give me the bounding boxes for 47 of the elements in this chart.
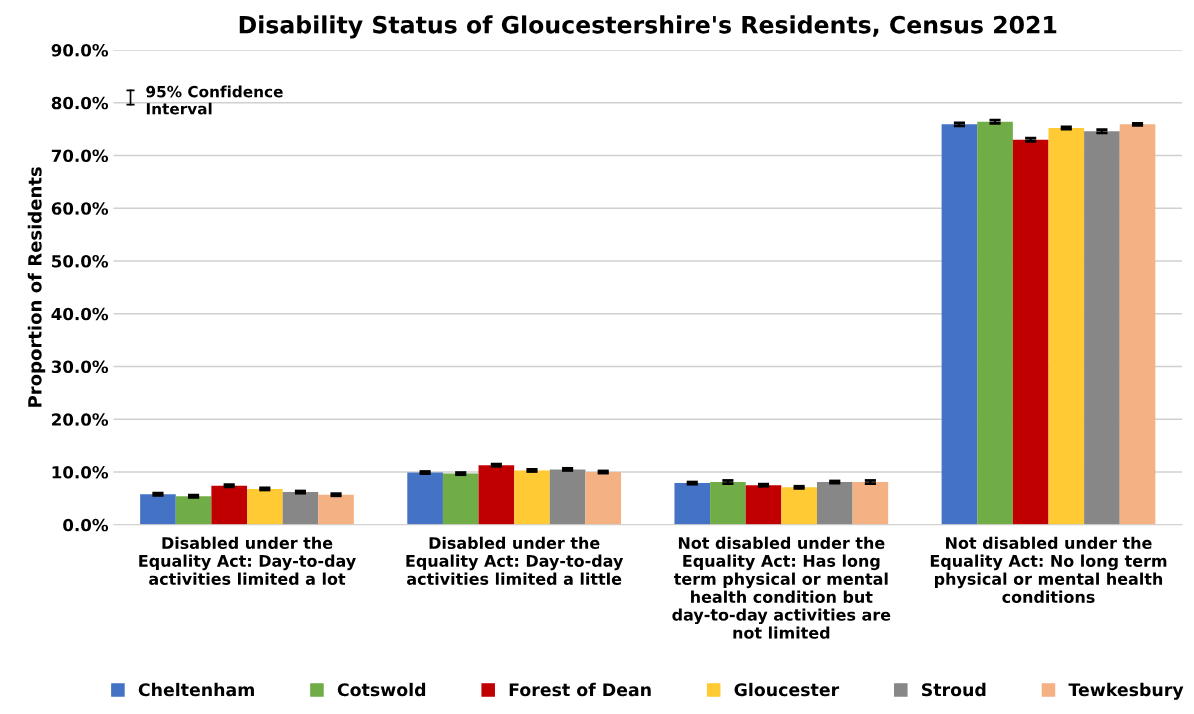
y-tick-label: 80.0% <box>51 96 109 110</box>
y-tick-label: 10.0% <box>52 466 109 479</box>
y-tick-label: 50.0% <box>52 254 109 268</box>
bar <box>1084 131 1120 525</box>
legend-label: Forest of Dean <box>509 682 651 697</box>
bar <box>585 472 622 525</box>
bar <box>442 473 479 525</box>
y-axis-title: Proportion of Residents <box>27 167 46 407</box>
x-tick-label: Disabled under the Equality Act: Day-to-day activities limited a little <box>406 536 624 585</box>
annotation: 95% Confidence Interval <box>146 85 283 115</box>
bar <box>282 492 319 525</box>
legend-label: Stroud <box>922 682 986 697</box>
bar <box>674 483 711 525</box>
bar <box>852 482 889 525</box>
bar <box>549 469 586 525</box>
bar <box>977 121 1013 525</box>
y-tick-label: 90.0% <box>51 43 109 57</box>
chart-title: Disability Status of Gloucestershire's Residents, Census 2021 <box>239 15 1057 39</box>
legend-label: Tewkesbury <box>1068 682 1184 700</box>
bar <box>407 472 443 525</box>
bar <box>318 494 354 525</box>
bar <box>1119 124 1156 525</box>
bar <box>247 488 283 525</box>
y-tick-label: 60.0% <box>51 202 109 215</box>
legend-label: Gloucester <box>734 682 840 697</box>
bar <box>514 470 550 525</box>
y-tick-label: 0.0% <box>63 518 109 532</box>
x-tick-label: Disabled under the Equality Act: Day-to-day activities limited a lot <box>139 536 356 585</box>
bar <box>478 465 515 525</box>
legend-label: Cotswold <box>337 682 426 697</box>
x-tick-label: Not disabled under the Equality Act: No long term physical or mental health conditions <box>930 536 1167 603</box>
y-tick-label: 20.0% <box>52 413 109 426</box>
bar <box>175 496 212 525</box>
bar <box>710 482 746 525</box>
y-tick-label: 70.0% <box>51 149 109 163</box>
bar <box>1012 139 1049 525</box>
bar <box>1048 128 1085 525</box>
bar <box>781 487 817 525</box>
bar <box>941 124 978 525</box>
legend-label: Cheltenham <box>138 682 254 697</box>
bar <box>745 485 782 525</box>
bar <box>140 494 176 525</box>
y-tick-label: 30.0% <box>51 360 109 374</box>
x-tick-label: Not disabled under the Equality Act: Has long term physical or mental health condition but day-to-day activities are not limited <box>672 536 891 639</box>
bar <box>211 485 248 525</box>
bar <box>816 482 853 525</box>
y-tick-label: 40.0% <box>51 307 109 321</box>
